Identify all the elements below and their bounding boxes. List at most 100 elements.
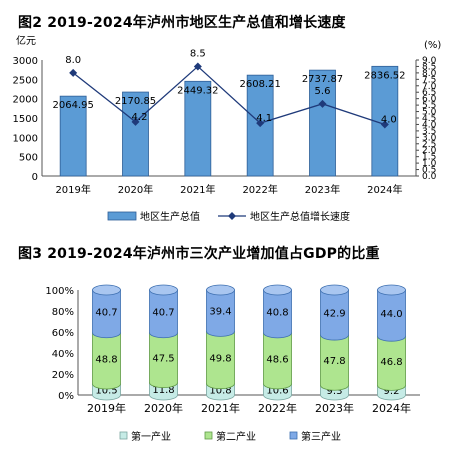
y-tick-label: 500 bbox=[19, 153, 38, 164]
bar-gdp bbox=[59, 95, 87, 177]
stack-value-label: 9.2 bbox=[384, 386, 400, 397]
stack-segment-2 bbox=[377, 335, 406, 391]
growth-value-label: 4.1 bbox=[256, 113, 272, 124]
x-tick-label: 2021年 bbox=[201, 401, 240, 415]
legend-label-1: 第一产业 bbox=[131, 430, 171, 443]
y-tick-label: 40% bbox=[52, 349, 74, 360]
stack-value-label: 49.8 bbox=[209, 354, 231, 365]
y2-tick-label: 4.0 bbox=[422, 120, 437, 130]
x-tick-label: 2020年 bbox=[118, 183, 153, 196]
y-tick-label: 100% bbox=[45, 286, 74, 297]
x-tick-label: 2023年 bbox=[315, 401, 354, 415]
bar-value-label: 2170.85 bbox=[115, 96, 156, 107]
cylinder-top bbox=[206, 284, 235, 296]
legend-marker-growth bbox=[228, 212, 236, 220]
y-tick-label: 80% bbox=[52, 307, 74, 318]
bar-gdp bbox=[122, 91, 149, 177]
stack-value-label: 40.7 bbox=[95, 307, 117, 318]
x-tick-label: 2022年 bbox=[258, 401, 297, 415]
stack-value-label: 11.8 bbox=[152, 385, 174, 396]
bar-gdp bbox=[246, 74, 274, 177]
stack-segment-2 bbox=[263, 332, 292, 390]
growth-marker bbox=[256, 119, 265, 128]
y2-tick-label: 6.0 bbox=[422, 95, 437, 105]
cylinder-top bbox=[320, 284, 349, 296]
y2-tick-label: 1.5 bbox=[422, 153, 436, 163]
y-tick-label: 2500 bbox=[13, 75, 38, 86]
legend-label-gdp: 地区生产总值 bbox=[140, 210, 200, 223]
stack-value-label: 46.8 bbox=[380, 357, 402, 368]
growth-marker bbox=[318, 99, 327, 108]
growth-marker bbox=[131, 117, 140, 126]
stack-segment-2 bbox=[206, 330, 235, 390]
growth-value-label: 4.2 bbox=[132, 112, 148, 123]
y2-tick-label: 3.5 bbox=[422, 127, 436, 137]
y2-tick-label: 6.5 bbox=[422, 88, 436, 98]
x-tick-label: 2024年 bbox=[372, 401, 411, 415]
y2-tick-label: 5.0 bbox=[422, 108, 437, 118]
growth-marker bbox=[193, 62, 202, 71]
cylinder-top bbox=[377, 284, 406, 296]
bar-value-label: 2836.52 bbox=[364, 70, 405, 81]
stack-segment-3 bbox=[206, 289, 235, 337]
y2-tick-label: 7.0 bbox=[422, 82, 437, 92]
stack-segment-2 bbox=[149, 332, 178, 388]
legend-label-3: 第三产业 bbox=[301, 430, 341, 443]
stack-segment-3 bbox=[320, 289, 349, 341]
y2-tick-label: 9.0 bbox=[422, 56, 437, 66]
y-tick-label: 0% bbox=[58, 391, 74, 402]
bar-value-label: 2064.95 bbox=[52, 100, 93, 111]
y2-tick-label: 4.5 bbox=[422, 114, 436, 124]
x-tick-label: 2022年 bbox=[242, 183, 277, 196]
y2-tick-label: 2.5 bbox=[422, 140, 436, 150]
legend-swatch-gdp bbox=[107, 211, 137, 221]
chart-title: 图3 2019-2024年泸州市三次产业增加值占GDP的比重 bbox=[18, 246, 380, 262]
growth-value-label: 8.5 bbox=[190, 48, 206, 59]
stack-value-label: 47.5 bbox=[152, 354, 174, 365]
y-tick-label: 60% bbox=[52, 328, 74, 339]
legend-swatch-1 bbox=[119, 431, 128, 440]
chart-gdp-panel: 图2 2019-2024年泸州市地区生产总值和增长速度 亿元 (%) 0 500 100… bbox=[13, 15, 442, 223]
growth-value-label: 5.6 bbox=[315, 86, 331, 97]
stack-value-label: 47.8 bbox=[323, 356, 345, 367]
stack-value-label: 40.7 bbox=[152, 307, 174, 318]
stack-value-label: 44.0 bbox=[380, 309, 402, 320]
stack-segment-3 bbox=[263, 289, 292, 339]
y2-tick-label: 0.0 bbox=[422, 172, 437, 182]
stack-segment-3 bbox=[377, 289, 406, 342]
stack-segment-3 bbox=[92, 289, 121, 339]
legend-label-2: 第二产业 bbox=[216, 430, 256, 443]
y-tick-label: 1000 bbox=[13, 133, 38, 144]
stack-value-label: 10.6 bbox=[266, 385, 288, 396]
growth-marker bbox=[69, 68, 78, 77]
bar-gdp bbox=[309, 69, 336, 177]
y2-tick-label: 7.5 bbox=[422, 75, 436, 85]
y2-tick-label: 1.0 bbox=[422, 159, 437, 169]
y-tick-label: 1500 bbox=[13, 114, 38, 125]
x-tick-label: 2024年 bbox=[367, 183, 402, 196]
x-tick-label: 2020年 bbox=[144, 401, 183, 415]
chart-title: 图2 2019-2024年泸州市地区生产总值和增长速度 bbox=[18, 15, 346, 31]
growth-value-label: 8.0 bbox=[65, 55, 81, 66]
bar-value-label: 2737.87 bbox=[302, 74, 343, 85]
y2-tick-label: 5.5 bbox=[422, 101, 436, 111]
y2-tick-label: 8.0 bbox=[422, 69, 437, 79]
growth-marker bbox=[380, 120, 389, 129]
stack-value-label: 10.5 bbox=[95, 385, 117, 396]
stack-value-label: 42.9 bbox=[323, 309, 345, 320]
legend-swatch-2 bbox=[204, 431, 213, 440]
y2-tick-label: 2.0 bbox=[422, 146, 437, 156]
industry-share-chart: 0% 20% 40% 60% 80% 100% 10.5 48.8 40.7 2019年 11.8 4… bbox=[45, 284, 420, 443]
stack-segment-2 bbox=[92, 332, 121, 390]
bar-value-label: 2608.21 bbox=[239, 79, 280, 90]
growth-value-label: 4.0 bbox=[381, 114, 397, 125]
x-tick-label: 2023年 bbox=[305, 183, 340, 196]
legend-label-growth: 地区生产总值增长速度 bbox=[250, 210, 350, 223]
stack-segment-3 bbox=[149, 289, 178, 339]
y-tick-label: 20% bbox=[52, 370, 74, 381]
cylinder-top bbox=[92, 284, 121, 296]
stack-value-label: 9.3 bbox=[327, 386, 343, 397]
stack-value-label: 48.8 bbox=[95, 354, 117, 365]
stack-segment-2 bbox=[320, 334, 349, 391]
stack-value-label: 40.8 bbox=[266, 307, 288, 318]
